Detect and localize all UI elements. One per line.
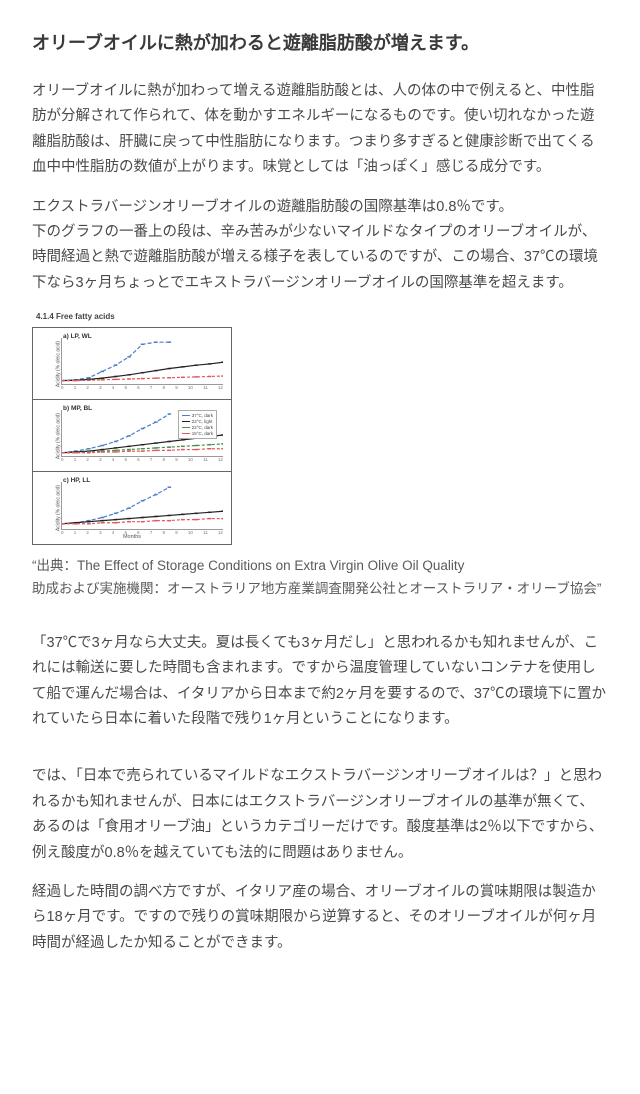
- paragraph-5: 経過した時間の調べ方ですが、イタリア産の場合、オリーブオイルの賞味期限は製造から…: [32, 880, 608, 956]
- page-title: オリーブオイルに熱が加わると遊離脂肪酸が増えます。: [32, 30, 608, 57]
- paragraph-2a: エクストラバージンオリーブオイルの遊離脂肪酸の国際基準は0.8％です。: [32, 195, 608, 220]
- chart-figure: 4.1.4 Free fatty acids Acidity (% oleic …: [32, 310, 608, 545]
- chart-panel: Acidity (% oleic acid)b) MP, BL012345678…: [33, 400, 231, 472]
- x-ticks: 0123456789101112: [61, 456, 223, 464]
- plot-area: [61, 338, 223, 385]
- paragraph-1: オリーブオイルに熱が加わって増える遊離脂肪酸とは、人の体の中で例えると、中性脂肪…: [32, 79, 608, 181]
- citation-block: “出典：The Effect of Storage Conditions on …: [32, 555, 608, 601]
- plot-area: [61, 482, 223, 530]
- free-fatty-acids-chart: Acidity (% oleic acid)a) LP, WL012345678…: [32, 327, 232, 545]
- chart-section-title: 4.1.4 Free fatty acids: [32, 310, 608, 324]
- x-ticks: 0123456789101112: [61, 529, 223, 537]
- citation-source: “出典：The Effect of Storage Conditions on …: [32, 558, 464, 573]
- paragraph-3: 「37℃で3ヶ月なら大丈夫。夏は長くても3ヶ月だし」と思われるかも知れませんが、…: [32, 631, 608, 733]
- chart-panel: Acidity (% oleic acid)a) LP, WL012345678…: [33, 328, 231, 400]
- x-ticks: 0123456789101112: [61, 384, 223, 392]
- paragraph-4: では、「日本で売られているマイルドなエクストラバージンオリーブオイルは？」と思わ…: [32, 764, 608, 866]
- chart-panel: Acidity (% oleic acid)c) HP, LL012345678…: [33, 472, 231, 544]
- citation-agency: 助成および実施機関：オーストラリア地方産業調査開発公社とオーストラリア・オリーブ…: [32, 581, 601, 596]
- x-axis-label: Months: [123, 533, 141, 543]
- chart-legend: 37°C, dark22°C, light22°C, dark15°C, dar…: [178, 410, 217, 439]
- paragraph-2b: 下のグラフの一番上の段は、辛み苦みが少ないマイルドなタイプのオリーブオイルが、時…: [32, 220, 608, 296]
